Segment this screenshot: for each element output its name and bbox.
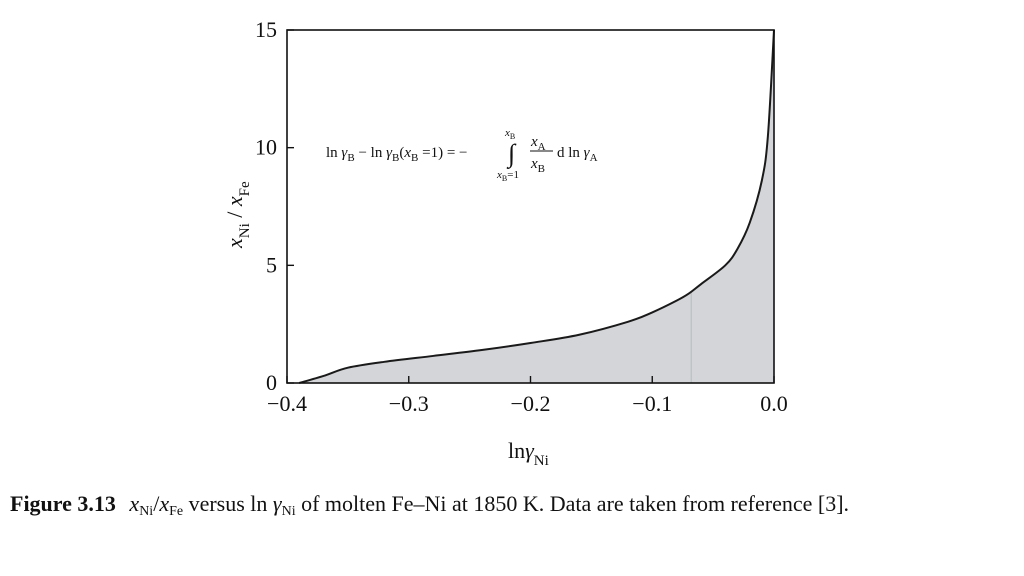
integral-lower-limit: xB=1 [496, 169, 519, 183]
plot-area [286, 29, 775, 384]
integral-upper-limit: xB [504, 127, 515, 141]
figure-label: Figure 3.13 [10, 491, 116, 516]
y-axis-tick-labels: 0 5 10 15 [255, 17, 277, 395]
x-axis-label: lnγNi [508, 438, 549, 469]
x-axis-tick-labels: −0.4 −0.3 −0.2 −0.1 0.0 [267, 391, 788, 416]
x-tick-label: −0.2 [511, 391, 551, 416]
area-fill [299, 30, 774, 383]
y-tick-label: 10 [255, 135, 277, 160]
y-axis-label: xNi / xFe [222, 181, 253, 249]
x-tick-label: −0.3 [389, 391, 429, 416]
x-axis-ticks [286, 376, 775, 383]
equation-annotation: ln γB − ln γB(xB =1) = − ∫ xB xB=1 xA xB… [326, 127, 598, 183]
y-tick-label: 0 [266, 370, 277, 395]
y-tick-label: 15 [255, 17, 277, 42]
y-tick-label: 5 [266, 252, 277, 277]
chart: −0.4 −0.3 −0.2 −0.1 0.0 0 5 10 15 lnγNi xNi / x… [222, 17, 788, 469]
x-tick-label: −0.4 [267, 391, 307, 416]
series-line [298, 29, 775, 384]
fraction-numerator: xA [530, 134, 546, 153]
figure-caption: Figure 3.13 xNi/xFe versus ln γNi of mol… [10, 491, 850, 519]
x-tick-label: −0.1 [632, 391, 672, 416]
fraction-denominator: xB [530, 156, 545, 175]
x-tick-label: 0.0 [760, 391, 788, 416]
equation-lhs: ln γB − ln γB(xB =1) = − [326, 145, 467, 164]
y-axis-ticks [287, 29, 294, 384]
equation-tail: d ln γA [557, 145, 598, 164]
integral-sign: ∫ [506, 139, 517, 169]
